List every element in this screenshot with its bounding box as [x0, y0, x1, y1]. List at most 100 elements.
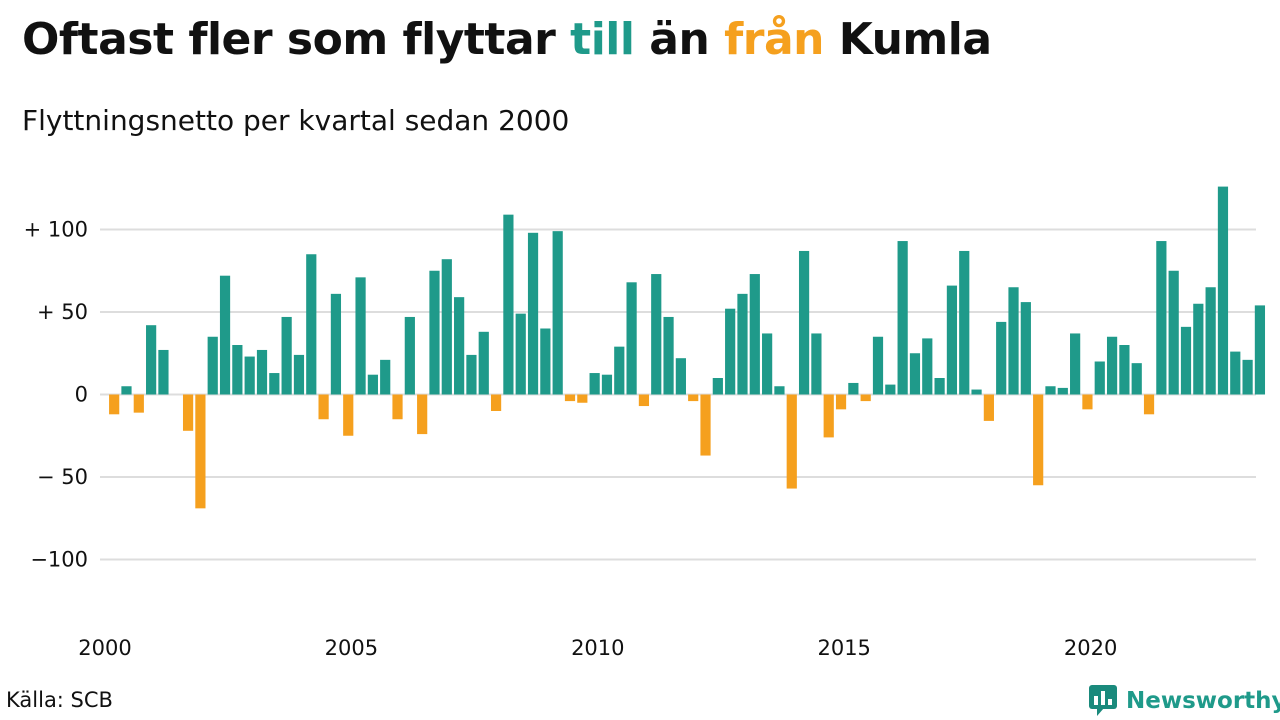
- bar-2003K4: [293, 354, 305, 395]
- bar-2007K4: [490, 394, 502, 411]
- bar-2006K1: [404, 316, 415, 395]
- bar-2021K4: [1180, 326, 1192, 395]
- bar-2022K4: [1230, 351, 1241, 395]
- bar-2005K4: [392, 394, 403, 420]
- bar-2005K1: [355, 277, 366, 395]
- bar-2017K3: [971, 389, 982, 395]
- y-tick-label: −100: [30, 548, 88, 572]
- source-label: Källa: SCB: [6, 688, 113, 712]
- bar-2018K4: [1033, 394, 1044, 486]
- bar-2000K2: [121, 386, 132, 395]
- bar-2000K4: [146, 325, 157, 395]
- bar-2017K2: [959, 250, 970, 395]
- y-tick-label: + 100: [24, 218, 88, 242]
- bar-2017K4: [983, 394, 994, 421]
- bar-2015K4: [885, 384, 896, 395]
- x-tick-label: 2005: [325, 636, 378, 660]
- bar-2023K2: [1254, 305, 1266, 395]
- bar-2000K3: [133, 394, 144, 413]
- title-part: Oftast fler som flyttar: [22, 14, 571, 65]
- bar-2021K3: [1168, 270, 1179, 395]
- brand-name: Newsworthy: [1126, 688, 1280, 714]
- bar-2018K3: [1020, 302, 1031, 395]
- bar-2012K2: [712, 378, 723, 395]
- bar-2020K3: [1119, 345, 1130, 395]
- bar-2002K1: [207, 336, 218, 395]
- bar-2008K3: [527, 232, 539, 395]
- bar-2005K3: [380, 359, 391, 395]
- bar-2008K4: [540, 328, 551, 395]
- bar-2014K1: [798, 250, 810, 395]
- x-tick-label: 2000: [78, 636, 131, 660]
- bar-2018K1: [996, 321, 1007, 395]
- bar-2022K1: [1193, 303, 1204, 395]
- bar-2003K2: [269, 373, 280, 395]
- bar-2019K3: [1070, 333, 1081, 395]
- bar-2001K4: [195, 394, 206, 509]
- bar-chart: + 100 + 50 0 − 50 −100 2000 2005 2010 2015 2020: [24, 186, 1266, 660]
- bar-2009K2: [564, 394, 576, 402]
- x-tick-label: 2010: [571, 636, 624, 660]
- bar-2003K3: [281, 316, 292, 395]
- bar-2004K4: [343, 394, 354, 436]
- title-highlight-till: till: [570, 14, 635, 65]
- bar-2002K4: [244, 356, 255, 395]
- bar-2002K3: [232, 345, 243, 395]
- bar-2013K1: [749, 274, 760, 395]
- bar-2019K4: [1082, 394, 1093, 410]
- bar-2004K2: [318, 394, 329, 420]
- title-part: än: [634, 14, 725, 65]
- bar-2014K2: [811, 333, 822, 395]
- x-axis-ticks: 2000 2005 2010 2015 2020: [78, 636, 1117, 660]
- bar-2012K3: [725, 308, 736, 395]
- bar-2007K1: [454, 297, 465, 395]
- y-tick-label: − 50: [37, 465, 88, 489]
- bars: [109, 186, 1266, 509]
- bar-2004K3: [330, 293, 342, 395]
- bar-2016K1: [897, 241, 908, 395]
- y-axis-ticks: + 100 + 50 0 − 50 −100: [24, 218, 88, 572]
- bar-2021K2: [1156, 241, 1167, 395]
- bar-2023K1: [1242, 359, 1253, 395]
- bar-2020K4: [1131, 363, 1142, 395]
- bar-2001K3: [182, 394, 194, 431]
- bar-2010K2: [614, 346, 625, 395]
- bar-2012K4: [737, 293, 748, 395]
- bar-2014K3: [823, 394, 834, 438]
- bar-2004K1: [306, 254, 317, 395]
- bar-2016K4: [934, 378, 945, 395]
- chart-title: Oftast fler som flyttar till än från Kum…: [22, 14, 992, 65]
- bar-2010K4: [638, 394, 650, 407]
- bar-2022K2: [1205, 287, 1216, 395]
- bar-2014K4: [835, 394, 847, 410]
- bar-2020K2: [1106, 336, 1118, 395]
- x-tick-label: 2015: [817, 636, 870, 660]
- bar-2006K3: [429, 270, 440, 395]
- bar-2005K2: [367, 374, 378, 395]
- bar-2013K2: [762, 333, 773, 395]
- brand-logo: Newsworthy: [1088, 684, 1280, 718]
- bar-2009K4: [589, 373, 600, 395]
- bar-2011K2: [663, 316, 674, 395]
- bar-2007K3: [478, 331, 489, 395]
- bar-2009K3: [577, 394, 588, 403]
- title-part: Kumla: [823, 14, 992, 65]
- bar-2012K1: [700, 394, 711, 456]
- bar-2013K3: [774, 386, 785, 395]
- bar-2011K3: [675, 358, 686, 395]
- bar-2011K1: [651, 274, 662, 395]
- bar-2015K1: [848, 382, 859, 395]
- bar-2015K3: [872, 336, 884, 395]
- bar-2010K3: [626, 282, 637, 395]
- bar-2008K1: [503, 214, 514, 395]
- title-highlight-fran: från: [724, 14, 824, 65]
- bar-2001K1: [158, 349, 169, 395]
- bar-2019K2: [1057, 387, 1068, 395]
- bar-2000K1: [109, 394, 120, 415]
- y-tick-label: + 50: [37, 300, 88, 324]
- x-tick-label: 2020: [1064, 636, 1117, 660]
- y-tick-label: 0: [75, 383, 88, 407]
- bar-2021K1: [1143, 394, 1155, 415]
- bar-2010K1: [601, 374, 613, 395]
- bar-2016K3: [922, 338, 933, 395]
